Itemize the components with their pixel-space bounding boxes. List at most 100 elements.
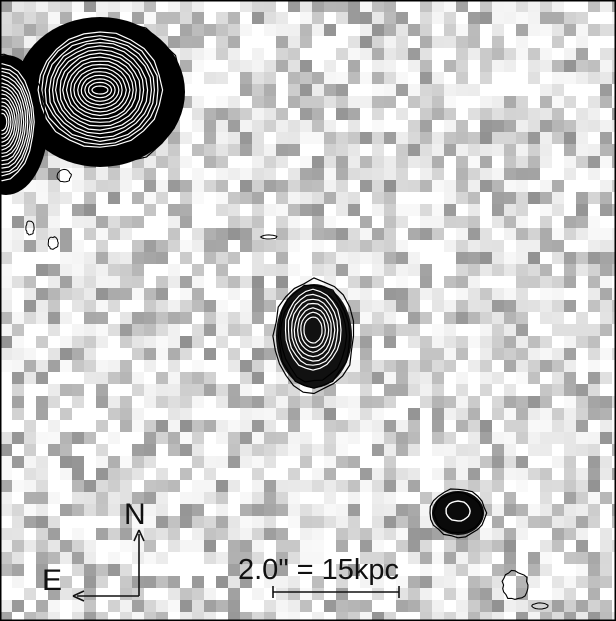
noise-pixel	[108, 360, 120, 372]
noise-pixel	[444, 396, 456, 408]
noise-pixel	[588, 216, 600, 228]
noise-pixel	[204, 300, 216, 312]
noise-pixel	[252, 240, 264, 252]
noise-pixel	[564, 372, 576, 384]
noise-pixel	[564, 264, 576, 276]
noise-pixel	[612, 156, 616, 168]
noise-pixel	[0, 228, 12, 240]
noise-pixel	[492, 168, 504, 180]
noise-pixel	[240, 336, 252, 348]
noise-pixel	[480, 456, 492, 468]
noise-pixel	[192, 456, 204, 468]
noise-pixel	[360, 420, 372, 432]
noise-pixel	[336, 84, 348, 96]
noise-pixel	[24, 348, 36, 360]
noise-pixel	[168, 516, 180, 528]
noise-pixel	[216, 108, 228, 120]
noise-pixel	[132, 468, 144, 480]
noise-pixel	[264, 456, 276, 468]
noise-pixel	[372, 360, 384, 372]
noise-pixel	[348, 48, 360, 60]
noise-pixel	[468, 12, 480, 24]
noise-pixel	[228, 552, 240, 564]
noise-pixel	[384, 504, 396, 516]
noise-pixel	[540, 396, 552, 408]
noise-pixel	[456, 300, 468, 312]
noise-pixel	[252, 0, 264, 12]
noise-pixel	[408, 264, 420, 276]
noise-pixel	[528, 120, 540, 132]
noise-pixel	[480, 588, 492, 600]
noise-pixel	[240, 372, 252, 384]
noise-pixel	[528, 240, 540, 252]
noise-pixel	[420, 24, 432, 36]
noise-pixel	[540, 12, 552, 24]
noise-pixel	[264, 204, 276, 216]
noise-pixel	[576, 324, 588, 336]
noise-pixel	[96, 468, 108, 480]
noise-pixel	[84, 324, 96, 336]
noise-pixel	[180, 288, 192, 300]
noise-pixel	[576, 432, 588, 444]
noise-pixel	[252, 540, 264, 552]
noise-pixel	[516, 600, 528, 612]
noise-pixel	[456, 336, 468, 348]
noise-pixel	[228, 168, 240, 180]
noise-pixel	[468, 468, 480, 480]
noise-pixel	[132, 576, 144, 588]
noise-pixel	[564, 96, 576, 108]
noise-pixel	[144, 480, 156, 492]
noise-pixel	[372, 444, 384, 456]
noise-pixel	[492, 564, 504, 576]
noise-pixel	[612, 204, 616, 216]
noise-pixel	[180, 444, 192, 456]
noise-pixel	[612, 300, 616, 312]
noise-pixel	[528, 252, 540, 264]
noise-pixel	[444, 360, 456, 372]
noise-pixel	[600, 120, 612, 132]
noise-pixel	[264, 120, 276, 132]
noise-pixel	[228, 588, 240, 600]
noise-pixel	[480, 108, 492, 120]
noise-pixel	[96, 360, 108, 372]
noise-pixel	[348, 420, 360, 432]
noise-pixel	[612, 396, 616, 408]
noise-pixel	[432, 576, 444, 588]
noise-pixel	[240, 276, 252, 288]
noise-pixel	[492, 204, 504, 216]
noise-pixel	[396, 432, 408, 444]
noise-pixel	[36, 0, 48, 12]
noise-pixel	[96, 456, 108, 468]
noise-pixel	[408, 576, 420, 588]
noise-pixel	[108, 552, 120, 564]
noise-pixel	[516, 456, 528, 468]
noise-pixel	[396, 576, 408, 588]
noise-pixel	[420, 276, 432, 288]
noise-pixel	[576, 132, 588, 144]
noise-pixel	[108, 528, 120, 540]
noise-pixel	[312, 480, 324, 492]
noise-pixel	[600, 252, 612, 264]
noise-pixel	[84, 552, 96, 564]
noise-pixel	[324, 192, 336, 204]
noise-pixel	[324, 276, 336, 288]
noise-pixel	[372, 36, 384, 48]
noise-pixel	[216, 456, 228, 468]
noise-pixel	[84, 276, 96, 288]
noise-pixel	[540, 144, 552, 156]
contour-line-left-edge-inner	[0, 78, 27, 166]
noise-pixel	[540, 96, 552, 108]
noise-pixel	[36, 600, 48, 612]
noise-pixel	[612, 108, 616, 120]
noise-pixel	[252, 360, 264, 372]
noise-pixel	[360, 348, 372, 360]
noise-pixel	[600, 408, 612, 420]
noise-pixel	[540, 228, 552, 240]
noise-pixel	[96, 288, 108, 300]
noise-pixel	[288, 60, 300, 72]
noise-pixel	[168, 228, 180, 240]
noise-pixel	[408, 552, 420, 564]
noise-pixel	[492, 24, 504, 36]
noise-pixel	[216, 24, 228, 36]
